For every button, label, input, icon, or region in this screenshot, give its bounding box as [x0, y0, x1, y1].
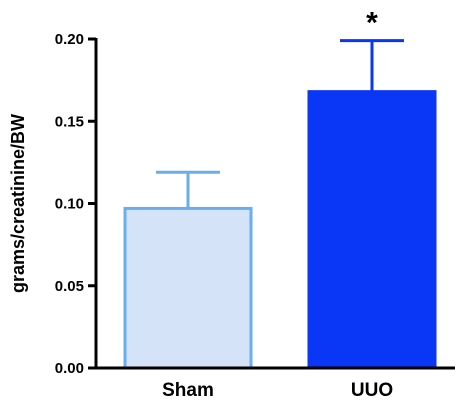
y-tick-label: 0.10	[55, 196, 84, 213]
y-axis-title: grams/creatinine/BW	[8, 114, 28, 293]
x-tick-label: Sham	[162, 380, 214, 401]
y-tick-label: 0.05	[55, 278, 84, 295]
bar-sham	[123, 206, 253, 370]
significance-marker: *	[366, 7, 378, 40]
y-axis: 0.00 0.05 0.10 0.15 0.20	[55, 31, 98, 377]
y-tick-label: 0.20	[55, 31, 84, 48]
bar-uuo	[307, 90, 437, 370]
y-tick-label: 0.15	[55, 113, 84, 130]
y-tick-label: 0.00	[55, 360, 84, 377]
x-axis: Sham UUO	[88, 366, 455, 401]
bars: *	[123, 7, 437, 370]
x-tick-label: UUO	[351, 380, 393, 401]
